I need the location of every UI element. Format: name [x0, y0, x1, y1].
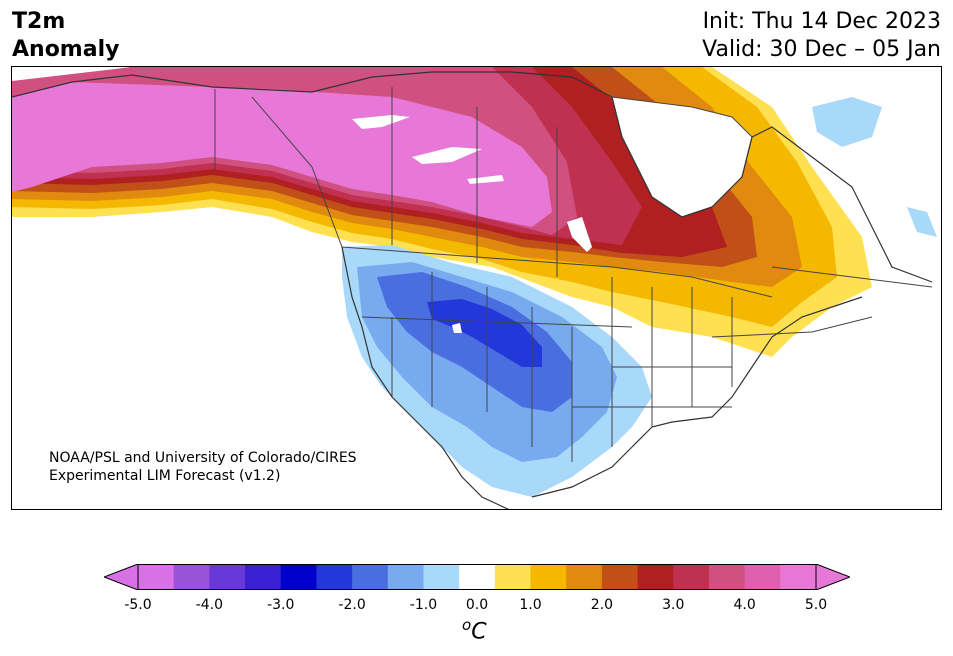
lake-great-slave [412, 147, 482, 164]
colorbar-tick-label: -1.0 [409, 597, 438, 613]
colorbar-bin [673, 564, 710, 590]
colorbar-bin [566, 564, 603, 590]
colorbar-bin [780, 564, 817, 590]
warm-core-magenta [12, 82, 552, 227]
cold-deepblue [427, 299, 542, 367]
colorbar-bin [744, 564, 781, 590]
colorbar-tick-label: -5.0 [124, 597, 152, 613]
labrador-cool [907, 207, 937, 237]
colorbar-tick-label: -4.0 [195, 597, 224, 613]
colorbar-bin [459, 564, 496, 590]
cold-blue [377, 272, 572, 412]
valid-date: Valid: 30 Dec – 05 Jan [702, 37, 941, 62]
lake-winnipeg [567, 217, 592, 252]
colorbar-bin [423, 564, 460, 590]
colorbar-svg [102, 563, 852, 591]
colorbar [102, 563, 852, 591]
colorbar-tick-labels: -5.0 -4.0 -3.0 -2.0 -1.0 0.0 1.0 2.0 3.0 4.0 5.0 [0, 597, 953, 617]
coastline [12, 71, 933, 509]
colorbar-bin [601, 564, 639, 590]
colorbar-tick-label: 0.0 [465, 597, 489, 613]
colorbar-tick-label: 3.0 [662, 597, 685, 613]
anomaly-map [11, 66, 942, 510]
colorbar-tick-label: -3.0 [267, 597, 295, 613]
colorbar-bin [494, 564, 532, 590]
colorbar-bin [530, 564, 567, 590]
colorbar-bin [245, 564, 282, 590]
colorbar-tick-label: -2.0 [338, 597, 366, 613]
cold-core-white-spot [452, 323, 462, 333]
init-date: Init: Thu 14 Dec 2023 [702, 9, 941, 34]
forecast-dates: Init: Thu 14 Dec 2023 Valid: 30 Dec – 05… [702, 8, 941, 64]
lake-athabasca [467, 175, 504, 184]
colorbar-bin [637, 564, 674, 590]
map-title: T2m Anomaly [12, 8, 119, 64]
colorbar-unit: oC [462, 616, 487, 644]
unit-letter: C [471, 619, 487, 645]
colorbar-tick-label: 4.0 [733, 597, 756, 613]
colorbar-border [137, 564, 817, 590]
political-boundaries [214, 87, 933, 462]
colorbar-bin [209, 564, 246, 590]
credit-line-2: Experimental LIM Forecast (v1.2) [49, 468, 281, 484]
greenland-cool [812, 97, 882, 147]
credit-line-1: NOAA/PSL and University of Colorado/CIRE… [49, 450, 357, 466]
colorbar-bin [708, 564, 746, 590]
credit-text: NOAA/PSL and University of Colorado/CIRE… [49, 449, 357, 485]
title-type: Anomaly [12, 37, 120, 62]
colorbar-bin [173, 564, 210, 590]
unit-superscript: o [462, 616, 472, 634]
colorbar-tick-label: 1.0 [519, 597, 542, 613]
colorbar-tick-label: 5.0 [804, 597, 828, 613]
colorbar-under-arrow [102, 563, 139, 591]
lake-great-bear [352, 115, 410, 129]
colorbar-bin [280, 564, 317, 590]
colorbar-bin [352, 564, 389, 590]
colorbar-bin [316, 564, 353, 590]
colorbar-bin [387, 564, 424, 590]
colorbar-tick-label: 2.0 [590, 597, 614, 613]
colorbar-bin [138, 564, 175, 590]
colorbar-over-arrow [815, 563, 852, 591]
map-svg [12, 67, 937, 509]
title-variable: T2m [12, 9, 66, 34]
